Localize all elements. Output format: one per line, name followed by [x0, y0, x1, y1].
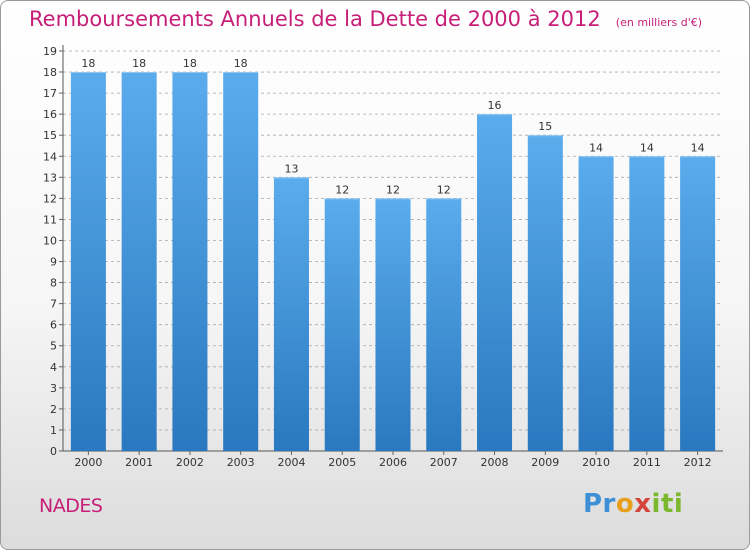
- y-tick-label: 8: [50, 277, 57, 290]
- y-tick-label: 2: [50, 403, 57, 416]
- y-tick-label: 15: [43, 129, 57, 142]
- bar: [121, 72, 157, 451]
- bar: [223, 72, 259, 451]
- y-tick-label: 18: [43, 66, 57, 79]
- x-tick-label: 2009: [531, 456, 559, 469]
- bar: [70, 72, 106, 451]
- bar-value-label: 14: [640, 141, 654, 154]
- brand-logo: Proxiti: [583, 489, 684, 519]
- commune-name: NADES: [39, 495, 103, 517]
- bar-value-label: 12: [437, 183, 451, 196]
- labels: 0123456789101112131415161718191820001820…: [43, 45, 712, 469]
- chart-title: Remboursements Annuels de la Dette de 20…: [29, 7, 601, 31]
- bar: [629, 156, 665, 451]
- bar-value-label: 18: [132, 57, 146, 70]
- x-tick-label: 2006: [379, 456, 407, 469]
- bar-value-label: 18: [183, 57, 197, 70]
- chart-subtitle: (en milliers d'€): [615, 16, 703, 29]
- y-tick-label: 13: [43, 171, 57, 184]
- bar-value-label: 14: [589, 141, 603, 154]
- bar: [426, 198, 462, 451]
- x-tick-label: 2012: [684, 456, 712, 469]
- y-tick-label: 4: [50, 361, 57, 374]
- y-tick-label: 9: [50, 256, 57, 269]
- y-tick-label: 11: [43, 213, 57, 226]
- y-tick-label: 19: [43, 45, 57, 58]
- bars: [70, 72, 716, 452]
- x-tick-label: 2011: [633, 456, 661, 469]
- bar-value-label: 13: [284, 162, 298, 175]
- bar: [680, 156, 716, 451]
- y-tick-label: 17: [43, 87, 57, 100]
- y-tick-label: 1: [50, 424, 57, 437]
- bar: [324, 198, 360, 451]
- title-row: Remboursements Annuels de la Dette de 20…: [29, 7, 702, 31]
- bar-value-label: 12: [335, 183, 349, 196]
- bar: [527, 135, 563, 452]
- bar: [578, 156, 614, 451]
- bar-value-label: 18: [81, 57, 95, 70]
- bar-value-label: 14: [691, 141, 705, 154]
- bar: [477, 114, 513, 451]
- bar: [375, 198, 411, 451]
- y-tick-label: 7: [50, 298, 57, 311]
- bar-value-label: 15: [538, 120, 552, 133]
- x-tick-label: 2004: [277, 456, 305, 469]
- y-tick-label: 3: [50, 382, 57, 395]
- y-tick-label: 12: [43, 192, 57, 205]
- x-tick-label: 2001: [125, 456, 153, 469]
- x-tick-label: 2005: [328, 456, 356, 469]
- bar: [273, 177, 309, 451]
- bar-value-label: 16: [488, 99, 502, 112]
- bar-value-label: 12: [386, 183, 400, 196]
- y-tick-label: 0: [50, 445, 57, 458]
- x-tick-label: 2008: [481, 456, 509, 469]
- x-tick-label: 2003: [227, 456, 255, 469]
- y-tick-label: 16: [43, 108, 57, 121]
- x-tick-label: 2002: [176, 456, 204, 469]
- y-tick-label: 14: [43, 150, 57, 163]
- y-tick-label: 6: [50, 319, 57, 332]
- bar-value-label: 18: [234, 57, 248, 70]
- x-tick-label: 2010: [582, 456, 610, 469]
- x-tick-label: 2007: [430, 456, 458, 469]
- y-tick-label: 10: [43, 234, 57, 247]
- bar: [172, 72, 208, 451]
- x-tick-label: 2000: [74, 456, 102, 469]
- y-tick-label: 5: [50, 340, 57, 353]
